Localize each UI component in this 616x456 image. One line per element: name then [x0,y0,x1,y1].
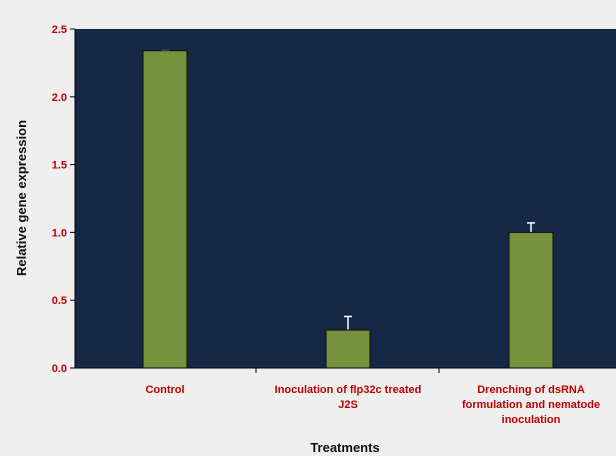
x-category-label: J2S [338,399,358,411]
y-axis: 0.0 0.5 1.0 1.5 2.0 2.5 [52,24,76,375]
x-category-label: inoculation [502,414,561,426]
y-tick-label: 2.0 [52,92,67,104]
bar [508,231,554,369]
y-tick-label: 2.5 [52,24,67,36]
x-axis: Control Inoculation of flp32c treated J2S D… [75,367,616,426]
y-tick-label: 0.0 [52,363,67,375]
x-category-label: formulation and nematode [462,399,600,411]
x-category-label: Drenching of dsRNA [477,384,585,396]
x-category-label: Inoculation of flp32c treated [275,384,422,396]
bars [142,49,554,369]
y-tick-label: 0.5 [52,295,67,307]
y-tick-label: 1.0 [52,227,67,239]
x-axis-label: Treatments [310,440,379,455]
y-tick-label: 1.5 [52,160,67,172]
x-category-label: Control [145,384,184,396]
y-axis-label: Relative gene expression [14,120,29,276]
bar [142,50,188,369]
bar [325,329,371,369]
